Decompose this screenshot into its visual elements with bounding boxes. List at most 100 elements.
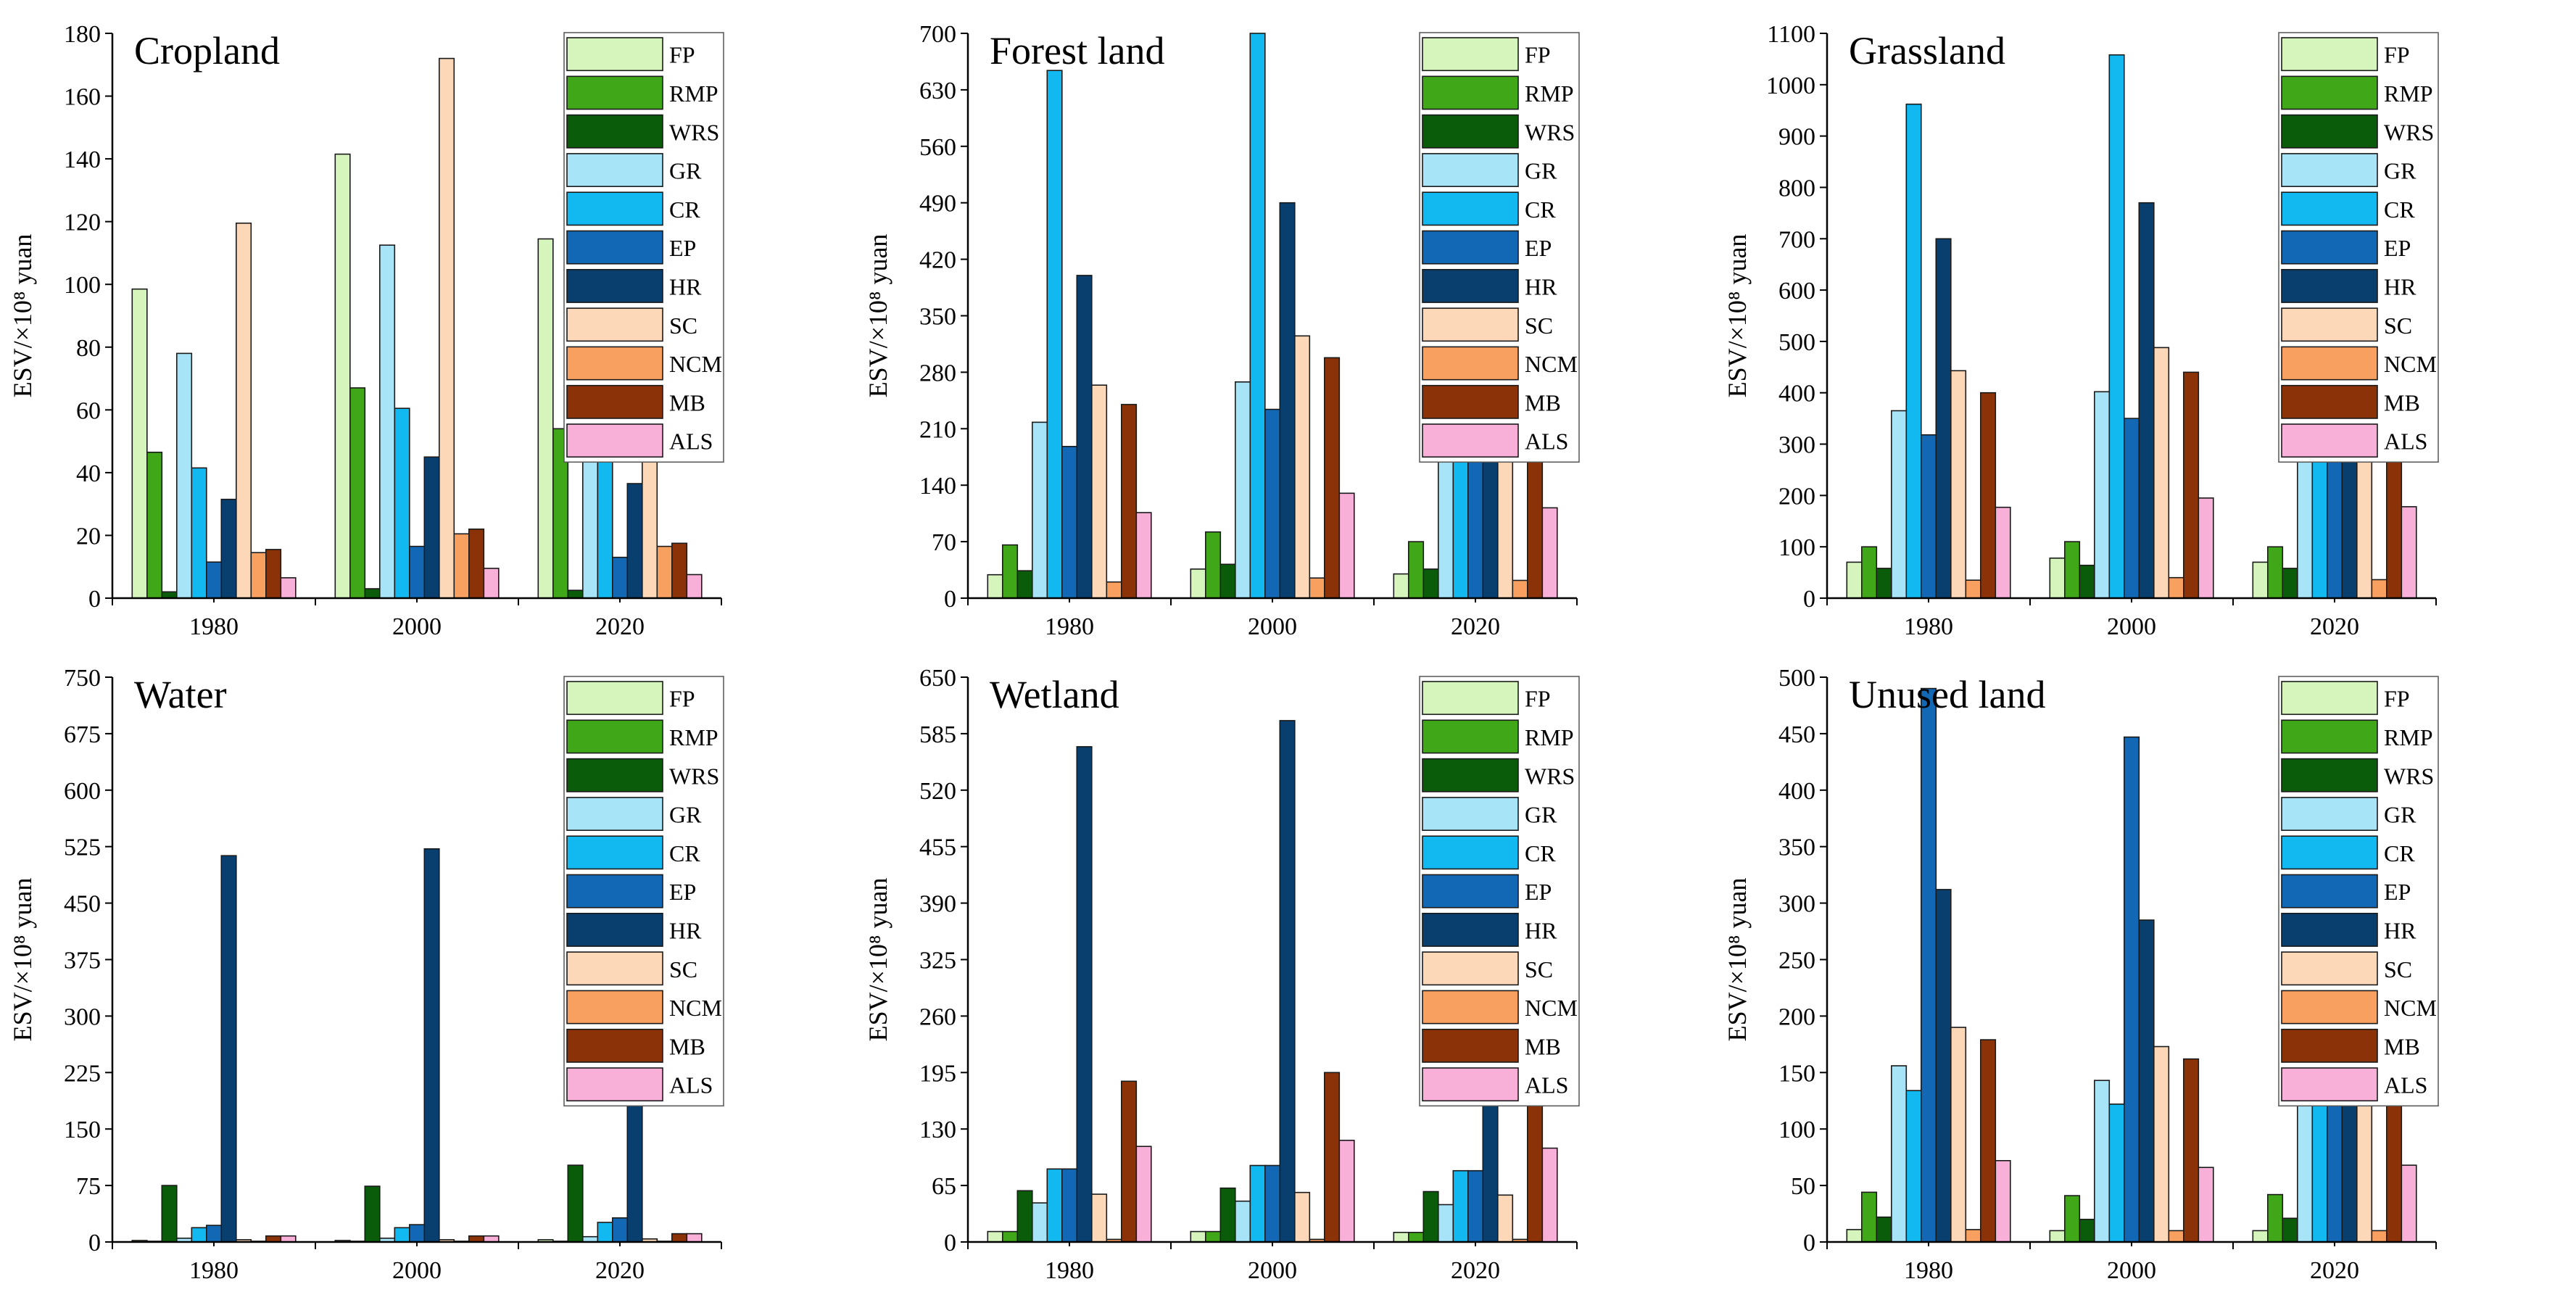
legend-label-ncm: NCM xyxy=(669,351,722,377)
bar-sc-2000 xyxy=(438,57,455,599)
bar-mb-2020 xyxy=(671,1233,688,1243)
panel-title: Grassland xyxy=(1849,29,2005,73)
legend-swatch-als xyxy=(566,1067,663,1102)
bar-sc-1980 xyxy=(1091,384,1108,599)
legend-label-rmp: RMP xyxy=(1525,724,1574,750)
bar-ncm-1980 xyxy=(1106,581,1122,599)
legend-swatch-ep xyxy=(2281,874,2378,908)
bar-mb-2000 xyxy=(468,528,485,599)
legend-swatch-gr xyxy=(1422,153,1519,187)
bar-cr-1980 xyxy=(191,1227,207,1243)
legend-label-sc: SC xyxy=(1525,956,1553,982)
bar-rmp-2020 xyxy=(1408,541,1425,599)
y-tick-label: 300 xyxy=(1778,432,1815,459)
y-tick-label: 140 xyxy=(64,146,101,173)
bar-cr-1980 xyxy=(1046,70,1063,599)
legend-label-hr: HR xyxy=(1525,917,1557,943)
legend-label-gr: GR xyxy=(1525,158,1557,184)
bar-sc-2000 xyxy=(2153,347,2170,599)
legend-label-gr: GR xyxy=(2384,158,2416,184)
y-tick-label: 0 xyxy=(1803,586,1815,613)
bar-ep-2000 xyxy=(408,545,426,599)
y-tick-label: 70 xyxy=(932,529,956,556)
y-tick-label: 100 xyxy=(64,272,101,299)
chart-panel-4: 0 75 150 225 300 375 450 525 600 675 750 1980 2000 20… xyxy=(8,665,724,1284)
bar-als-1980 xyxy=(1995,1160,2011,1243)
bar-wrs-1980 xyxy=(1876,1216,1892,1243)
legend-swatch-als xyxy=(1422,1067,1519,1102)
bar-rmp-1980 xyxy=(1861,1191,1878,1243)
y-tick-label: 450 xyxy=(1778,721,1815,748)
bar-ncm-1980 xyxy=(1965,579,1981,599)
bar-sc-1980 xyxy=(1950,370,1967,599)
bar-mb-1980 xyxy=(1121,1080,1138,1243)
y-tick-label: 560 xyxy=(919,134,956,161)
legend-swatch-rmp xyxy=(566,719,663,754)
chart-panel-6: 0 50 100 150 200 250 300 350 400 450 500 1980 2000 20… xyxy=(1723,665,2439,1284)
bar-als-2020 xyxy=(686,1233,703,1243)
y-tick-label: 585 xyxy=(919,721,956,748)
y-tick-label: 80 xyxy=(76,335,101,362)
chart-panel-1: 0 20 40 60 80 100 120 140 160 180 1980 2000 2020 ESV/… xyxy=(8,21,724,640)
legend-swatch-hr xyxy=(1422,913,1519,947)
legend-swatch-ep xyxy=(1422,230,1519,265)
bar-fp-1980 xyxy=(1846,561,1863,599)
legend-label-als: ALS xyxy=(2384,1072,2427,1098)
y-tick-label: 800 xyxy=(1778,175,1815,202)
legend-swatch-fp xyxy=(1422,37,1519,72)
y-tick-label: 400 xyxy=(1778,778,1815,805)
bar-rmp-1980 xyxy=(1002,1230,1019,1243)
legend-swatch-ncm xyxy=(566,346,663,381)
x-tick-label: 2000 xyxy=(1248,613,1297,640)
legend-swatch-gr xyxy=(1422,797,1519,832)
legend-label-als: ALS xyxy=(669,1072,713,1098)
legend-swatch-ncm xyxy=(2281,990,2378,1024)
bar-sc-1980 xyxy=(235,222,252,599)
y-axis-label: ESV/×10⁸ yuan xyxy=(864,234,893,398)
legend-swatch-hr xyxy=(2281,268,2378,303)
bar-cr-2020 xyxy=(597,1222,613,1243)
y-tick-label: 195 xyxy=(919,1060,956,1087)
y-tick-label: 300 xyxy=(1778,891,1815,918)
legend-swatch-gr xyxy=(566,797,663,832)
legend-label-hr: HR xyxy=(669,273,702,299)
legend-swatch-gr xyxy=(566,153,663,187)
bar-ep-1980 xyxy=(1921,687,1937,1243)
y-tick-label: 0 xyxy=(1803,1230,1815,1256)
y-axis-label: ESV/×10⁸ yuan xyxy=(1723,234,1752,398)
panel-title: Forest land xyxy=(990,29,1164,73)
bar-mb-2000 xyxy=(1324,1072,1341,1243)
y-tick-label: 65 xyxy=(932,1173,956,1200)
legend-label-ep: EP xyxy=(669,879,696,905)
bar-ep-2020 xyxy=(611,1217,629,1243)
legend-swatch-cr xyxy=(2281,835,2378,870)
legend-swatch-als xyxy=(2281,423,2378,458)
legend-swatch-ep xyxy=(1422,874,1519,908)
legend-label-wrs: WRS xyxy=(669,119,719,145)
legend-label-fp: FP xyxy=(2384,42,2410,68)
bar-wrs-1980 xyxy=(1016,1190,1033,1243)
legend-label-wrs: WRS xyxy=(669,763,719,789)
bar-hr-2020 xyxy=(626,483,643,599)
y-tick-label: 0 xyxy=(944,1230,956,1256)
bar-hr-1980 xyxy=(1076,275,1093,599)
bar-sc-2020 xyxy=(1497,1194,1514,1243)
panel-title: Cropland xyxy=(134,29,280,73)
bar-mb-1980 xyxy=(1980,1039,1997,1243)
legend-swatch-hr xyxy=(566,268,663,303)
bar-wrs-2000 xyxy=(364,588,381,599)
bar-rmp-1980 xyxy=(1861,546,1878,599)
bar-hr-1980 xyxy=(220,498,237,599)
y-tick-label: 250 xyxy=(1778,948,1815,974)
legend-swatch-mb xyxy=(1422,384,1519,419)
bar-ncm-2020 xyxy=(656,545,673,599)
legend-swatch-fp xyxy=(1422,681,1519,716)
bar-hr-2000 xyxy=(2138,202,2155,599)
bar-ep-2000 xyxy=(1264,1164,1281,1243)
legend-swatch-mb xyxy=(2281,1028,2378,1063)
bar-als-2000 xyxy=(1338,1140,1355,1243)
legend-label-hr: HR xyxy=(2384,273,2416,299)
bar-ncm-2020 xyxy=(1512,579,1528,599)
legend-swatch-gr xyxy=(2281,153,2378,187)
bar-hr-2000 xyxy=(2138,919,2155,1243)
